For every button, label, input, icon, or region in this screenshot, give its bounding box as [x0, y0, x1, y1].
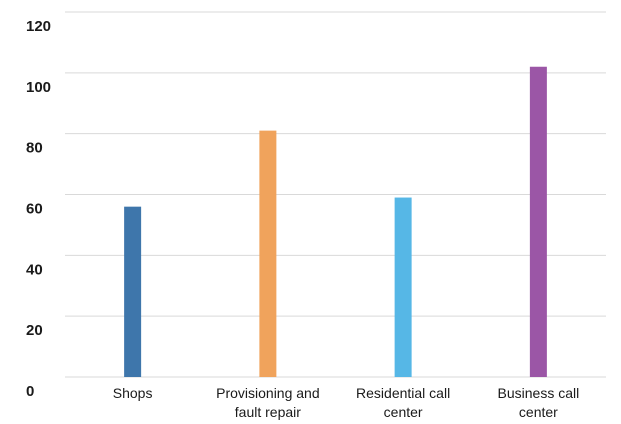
x-tick-label-line: Residential call	[356, 385, 450, 401]
y-tick-label: 40	[26, 261, 43, 278]
y-axis-tick-labels: 0 20 40 60 80 100 120	[26, 18, 51, 400]
x-tick-label: Residential call center	[356, 385, 450, 420]
x-tick-label-line: Provisioning and	[216, 385, 320, 401]
y-tick-label: 0	[26, 383, 34, 400]
x-tick-label: Business call center	[498, 385, 580, 420]
x-tick-label-line: center	[519, 404, 558, 420]
bar-0	[124, 207, 141, 377]
y-tick-label: 120	[26, 18, 51, 35]
bar-3	[530, 67, 547, 377]
x-tick-label-line: center	[384, 404, 423, 420]
x-axis-tick-labels: Shops Provisioning and fault repair Residen…	[113, 385, 579, 420]
y-tick-label: 80	[26, 140, 43, 157]
y-tick-label: 100	[26, 79, 51, 96]
x-tick-label-line: fault repair	[235, 404, 301, 420]
bars	[124, 67, 547, 377]
x-tick-label-line: Shops	[113, 385, 153, 401]
gridlines	[65, 12, 606, 377]
y-tick-label: 60	[26, 201, 43, 218]
bar-2	[395, 198, 412, 377]
x-tick-label: Provisioning and fault repair	[216, 385, 320, 420]
x-tick-label: Shops	[113, 385, 153, 401]
x-tick-label-line: Business call	[498, 385, 580, 401]
y-tick-label: 20	[26, 322, 43, 339]
bar-1	[259, 131, 276, 377]
